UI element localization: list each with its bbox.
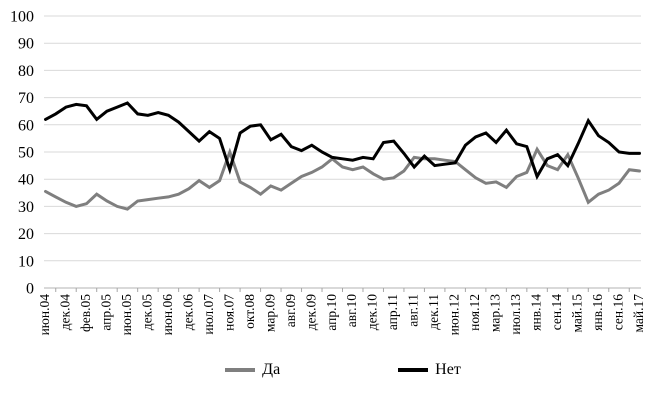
x-axis-tick-label: окт.08 xyxy=(242,294,257,329)
chart-legend: Да Нет xyxy=(0,362,650,378)
x-axis-tick-label: дек.05 xyxy=(139,294,154,331)
x-axis-tick-label: июн.06 xyxy=(160,294,175,336)
x-axis-tick-label: дек.04 xyxy=(57,294,72,331)
y-axis-tick-label: 10 xyxy=(18,253,34,270)
x-axis-tick-label: дек.11 xyxy=(426,294,441,330)
x-axis-tick-label: авг.10 xyxy=(344,294,359,328)
x-axis-tick-label: июл.13 xyxy=(508,294,523,335)
legend-label-da: Да xyxy=(262,361,281,378)
x-axis-tick-label: ноя.12 xyxy=(467,294,482,331)
x-axis-tick-label: янв.16 xyxy=(590,294,605,331)
x-axis-tick-label: авг.11 xyxy=(406,294,421,327)
x-axis-tick-label: янв.14 xyxy=(529,294,544,331)
y-axis-tick-label: 90 xyxy=(18,36,34,53)
x-axis-tick-label: сен.16 xyxy=(611,294,626,330)
y-axis-tick-label: 50 xyxy=(18,145,34,162)
x-axis-tick-label: июл.07 xyxy=(201,294,216,335)
series-line-net xyxy=(44,101,641,181)
series-line-da xyxy=(44,146,641,211)
legend-line-swatch-da xyxy=(225,368,256,372)
x-axis-tick-label: дек.06 xyxy=(180,294,195,331)
y-axis-tick-label: 100 xyxy=(10,9,34,26)
x-axis-tick-label: июн.12 xyxy=(447,294,462,335)
legend-item-net: Нет xyxy=(398,362,461,378)
y-axis-tick-label: 60 xyxy=(18,117,34,134)
legend-item-da: Да xyxy=(225,362,280,378)
x-axis-tick-label: апр.05 xyxy=(98,294,113,331)
y-axis-tick-label: 30 xyxy=(18,199,34,216)
x-axis-tick-label: апр.10 xyxy=(324,294,339,331)
x-axis-tick-label: ноя.07 xyxy=(221,294,236,331)
x-axis-tick-label: июн.05 xyxy=(119,294,134,336)
x-axis-tick-label: июн.04 xyxy=(37,294,52,336)
x-axis-tick-label: мар.09 xyxy=(262,294,277,332)
x-axis-tick-label: дек.10 xyxy=(365,294,380,331)
y-axis-tick-label: 80 xyxy=(18,63,34,80)
x-axis-tick-label: май.17 xyxy=(631,294,646,333)
x-axis-tick-label: дек.09 xyxy=(303,294,318,331)
x-axis-tick-label: май.15 xyxy=(570,294,585,333)
y-axis-tick-label: 70 xyxy=(18,90,34,107)
chart-canvas: 0 10 20 30 40 50 60 70 80 90 100 июн.04 дек.04 фев.05… xyxy=(10,9,646,336)
x-axis-tick-label: фев.05 xyxy=(78,294,93,332)
x-axis-tick-label: сен.14 xyxy=(549,294,564,330)
x-axis-tick-label: апр.11 xyxy=(385,294,400,330)
y-axis-tick-label: 0 xyxy=(26,281,34,298)
legend-line-swatch-net xyxy=(398,368,429,372)
y-axis-tick-label: 40 xyxy=(18,172,34,189)
legend-label-net: Нет xyxy=(435,361,461,378)
x-axis-tick-label: авг.09 xyxy=(283,294,298,328)
y-axis-tick-label: 20 xyxy=(18,226,34,243)
x-axis-tick-label: мар.13 xyxy=(488,294,503,332)
